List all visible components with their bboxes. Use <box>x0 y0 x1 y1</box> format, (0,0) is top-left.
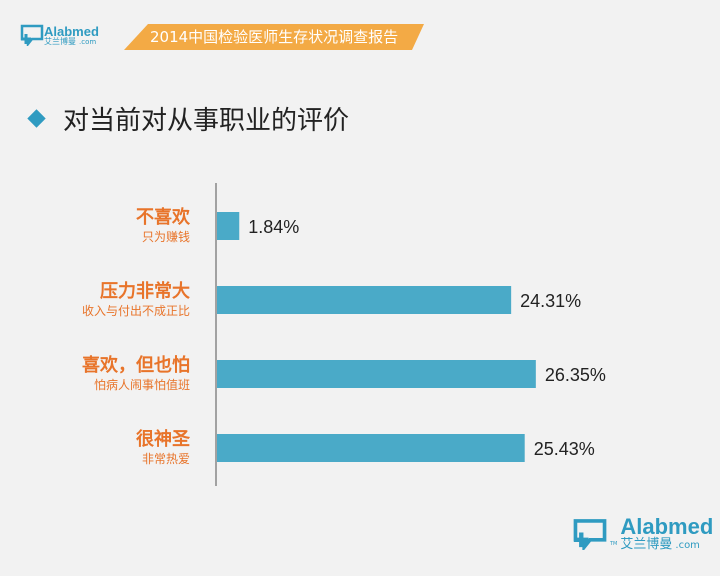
bar <box>217 212 240 240</box>
category-label: 很神圣 <box>136 428 191 450</box>
category-label: 喜欢，但也怕 <box>82 354 190 376</box>
category-label: 不喜欢 <box>136 207 191 228</box>
footer-logo: TM Alabmed 艾兰博曼 .com <box>572 516 713 551</box>
logo-tm: TM <box>610 541 618 547</box>
category-sublabel: 只为赚钱 <box>142 229 190 244</box>
category-sublabel: 怕病人闹事怕值班 <box>94 377 190 392</box>
category-sublabel: 收入与付出不成正比 <box>82 304 190 318</box>
bar <box>217 360 536 388</box>
header-logo: Alabmed 艾兰博曼 .com <box>20 24 99 46</box>
logo-icon <box>573 518 607 550</box>
value-label: 24.31% <box>520 291 581 311</box>
category-sublabel: 非常热爱 <box>142 452 190 466</box>
category-label: 压力非常大 <box>100 280 190 302</box>
page-title: 对当前对从事职业的评价 <box>27 100 350 137</box>
report-banner: 2014中国检验医师生存状况调查报告 <box>124 24 424 50</box>
logo-com: .com <box>79 37 97 46</box>
value-label: 26.35% <box>545 365 606 385</box>
logo-text-en: Alabmed <box>44 23 99 39</box>
bar <box>217 434 525 462</box>
logo-text-en: Alabmed <box>620 514 714 539</box>
bar <box>217 286 512 314</box>
logo-com: .com <box>675 540 700 551</box>
value-label: 25.43% <box>534 439 595 459</box>
logo-icon <box>20 24 44 46</box>
title-text: 对当前对从事职业的评价 <box>63 106 350 136</box>
value-label: 1.84% <box>248 217 299 237</box>
logo-text-cn: 艾兰博曼 <box>620 537 673 552</box>
logo-text-cn: 艾兰博曼 <box>44 36 76 46</box>
